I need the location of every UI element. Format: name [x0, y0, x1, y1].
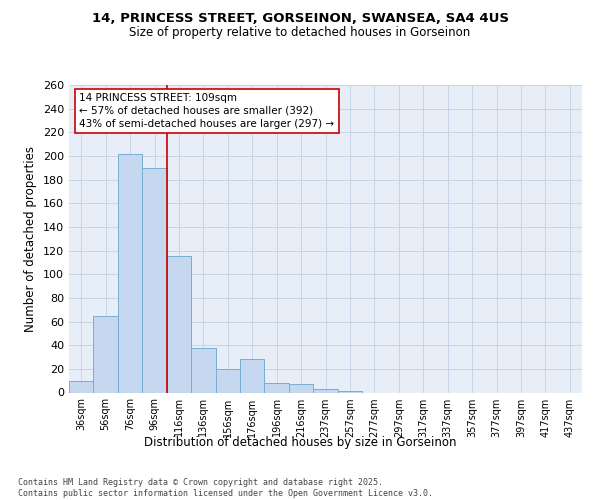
Bar: [69, 380, 94, 392]
Text: 14, PRINCESS STREET, GORSEINON, SWANSEA, SA4 4US: 14, PRINCESS STREET, GORSEINON, SWANSEA,…: [91, 12, 509, 26]
Text: 14 PRINCESS STREET: 109sqm
← 57% of detached houses are smaller (392)
43% of sem: 14 PRINCESS STREET: 109sqm ← 57% of deta…: [79, 92, 334, 129]
Bar: [142, 168, 167, 392]
Bar: [240, 360, 265, 392]
Bar: [215, 369, 240, 392]
Bar: [265, 383, 289, 392]
Bar: [289, 384, 313, 392]
Text: Distribution of detached houses by size in Gorseinon: Distribution of detached houses by size …: [144, 436, 456, 449]
Y-axis label: Number of detached properties: Number of detached properties: [25, 146, 37, 332]
Bar: [191, 348, 215, 393]
Bar: [313, 389, 338, 392]
Text: Contains HM Land Registry data © Crown copyright and database right 2025.
Contai: Contains HM Land Registry data © Crown c…: [18, 478, 433, 498]
Bar: [118, 154, 142, 392]
Text: Size of property relative to detached houses in Gorseinon: Size of property relative to detached ho…: [130, 26, 470, 39]
Bar: [94, 316, 118, 392]
Bar: [167, 256, 191, 392]
